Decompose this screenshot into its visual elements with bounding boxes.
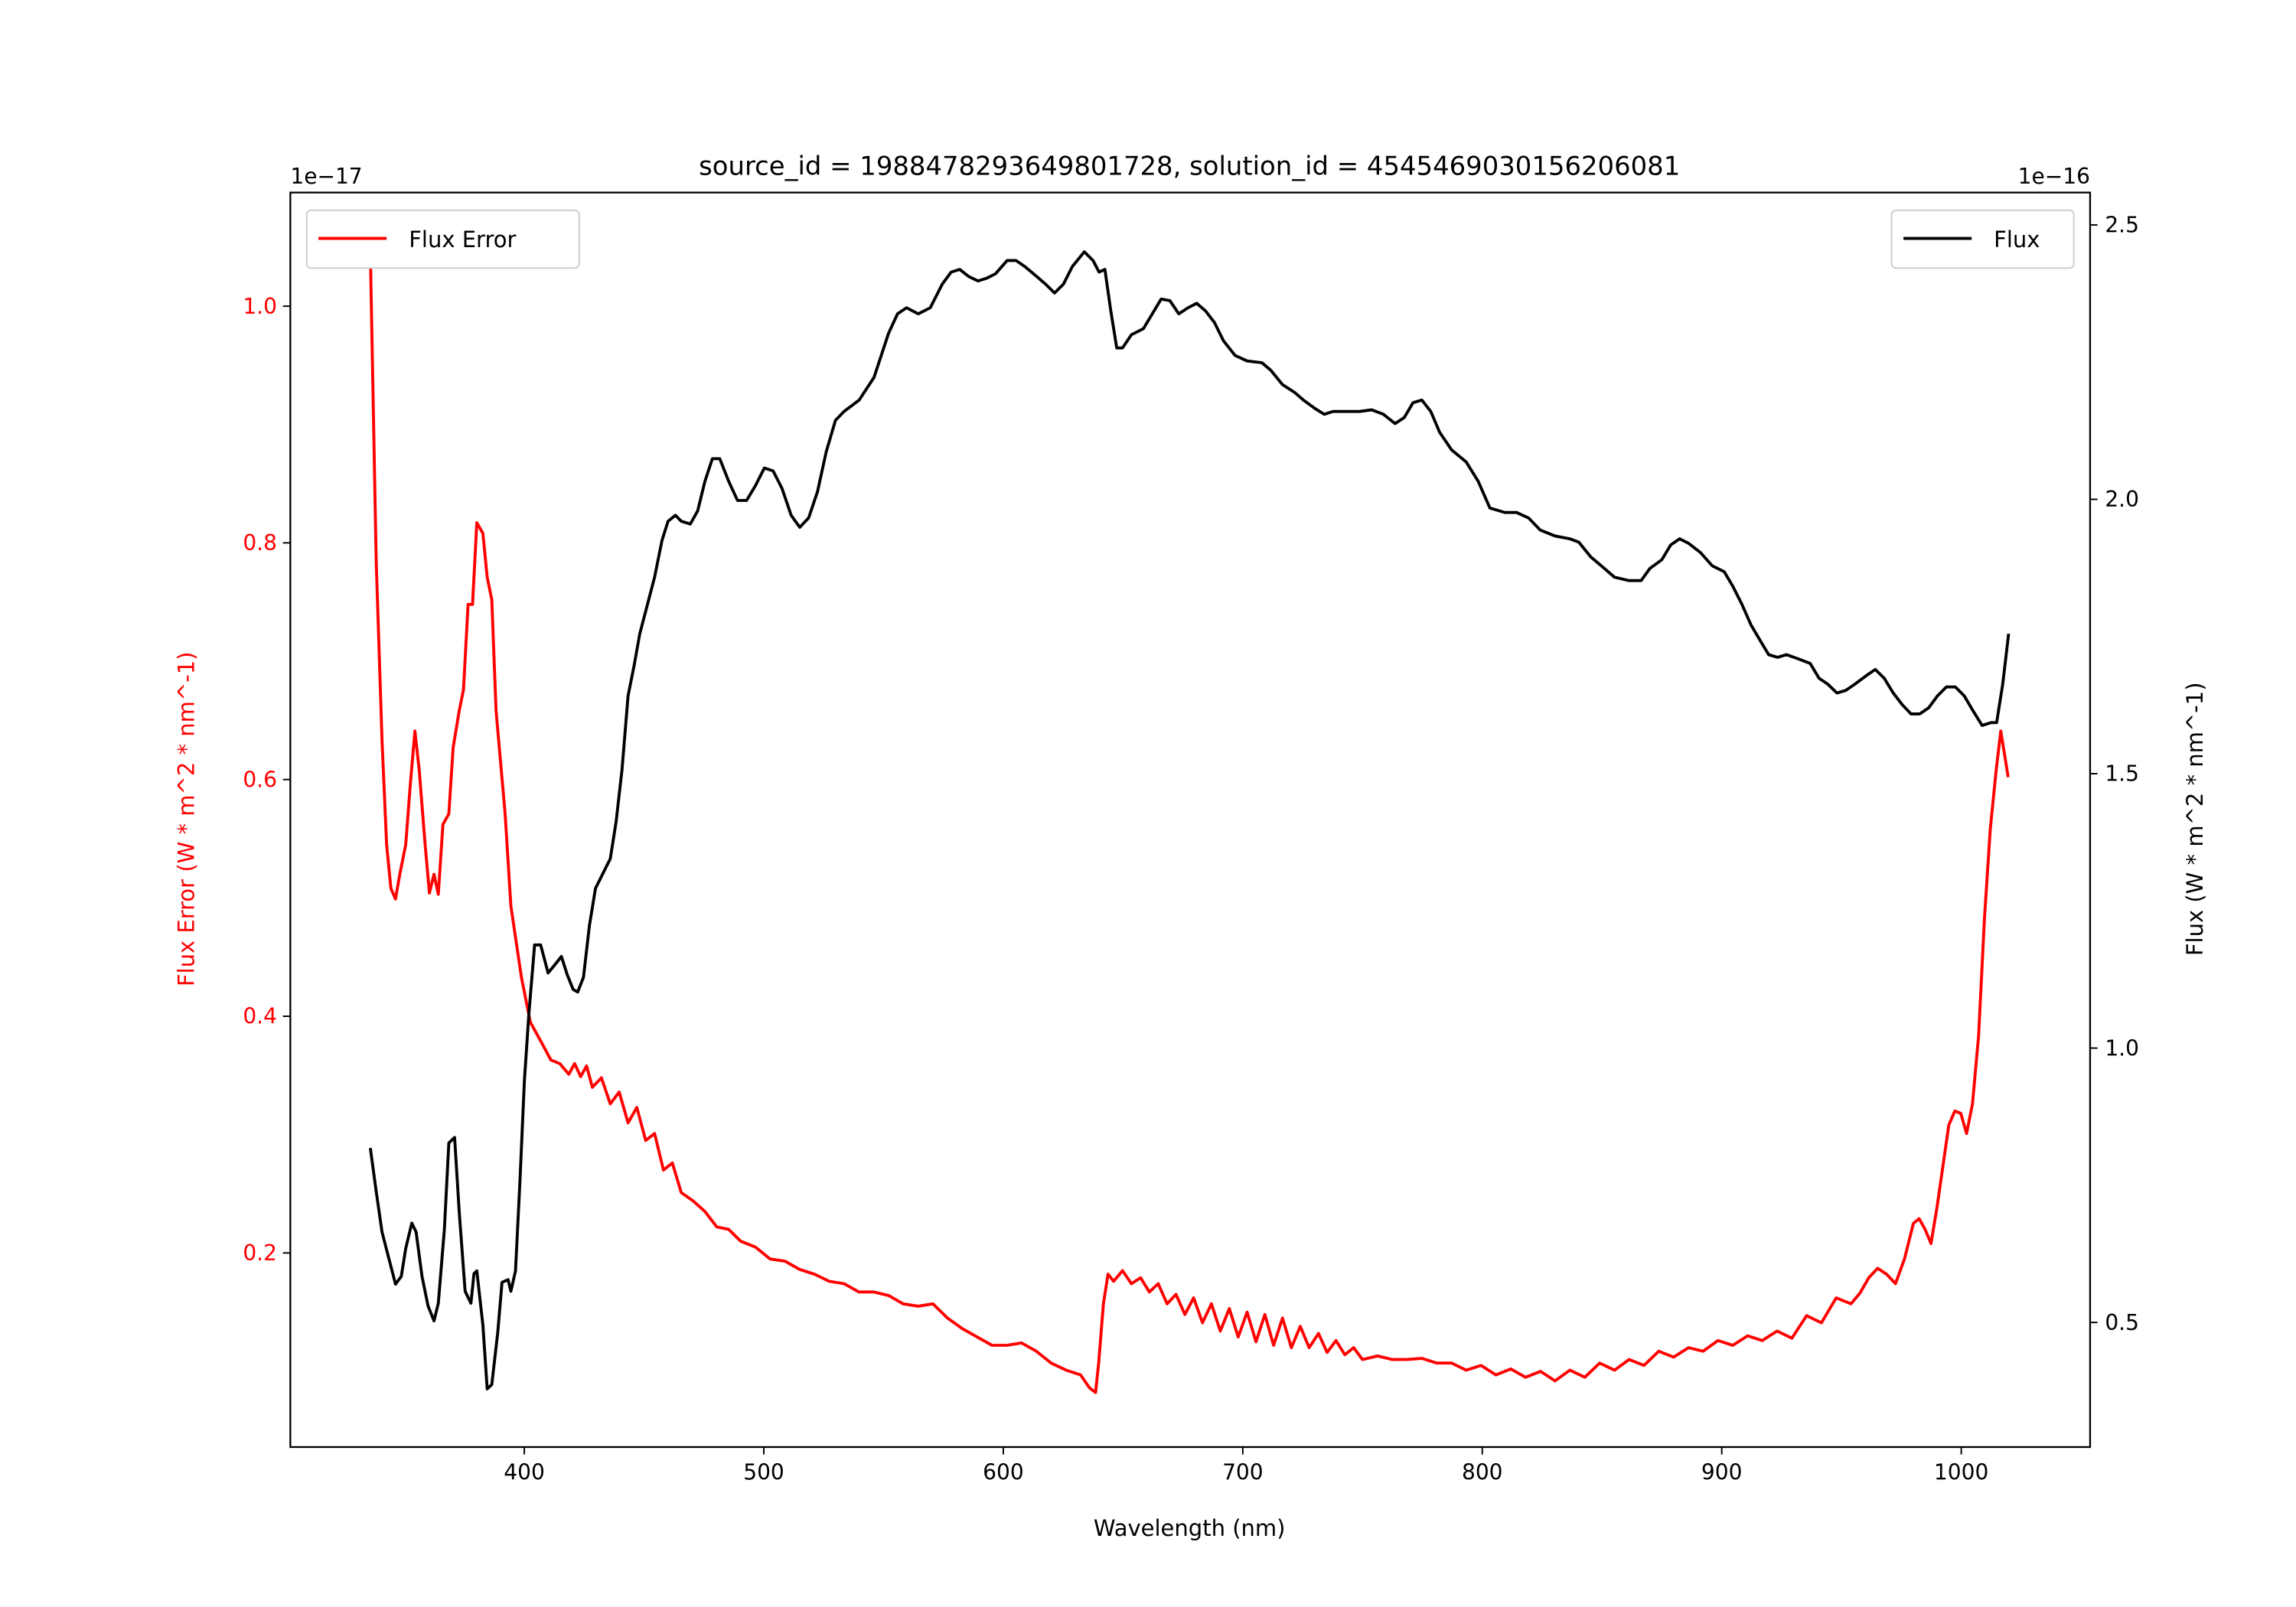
y-right-tick-label: 1.0: [2105, 1035, 2139, 1061]
legend-flux-error-label: Flux Error: [409, 227, 516, 253]
legend-flux-label: Flux: [1994, 227, 2040, 253]
y-axis-right-label: Flux (W * m^2 * nm^-1): [2182, 682, 2208, 956]
plot-frame: [289, 191, 2092, 1449]
y-right-tick-label: 0.5: [2105, 1310, 2139, 1335]
x-tick-label: 500: [743, 1460, 784, 1485]
left-offset-label: 1e−17: [290, 164, 362, 189]
x-tick-label: 600: [983, 1460, 1024, 1485]
y-right-tick-label: 2.5: [2105, 213, 2139, 238]
y-left-tick-label: 0.8: [243, 530, 277, 556]
y-axis-left-label: Flux Error (W * m^2 * nm^-1): [174, 651, 200, 986]
legend-flux: Flux: [1890, 209, 2075, 269]
y-right-tick-label: 2.0: [2105, 487, 2139, 512]
y-right-tick-label: 1.5: [2105, 761, 2139, 787]
x-tick-label: 400: [504, 1460, 545, 1485]
y-left-tick-label: 0.4: [243, 1004, 277, 1029]
axes-ticks: 400 500 600 700 800 900 1000 0.2 0.4 0.6 0.8 1.0 0.5…: [243, 213, 2139, 1485]
x-tick-label: 800: [1462, 1460, 1503, 1485]
flux-error-line: [368, 251, 2010, 1394]
plot-area: [368, 250, 2011, 1394]
right-offset-label: 1e−16: [2018, 164, 2090, 189]
x-axis-label: Wavelength (nm): [1094, 1515, 1286, 1541]
legend-flux-error: Flux Error: [305, 209, 580, 269]
flux-line: [368, 250, 2011, 1390]
y-left-tick-label: 1.0: [243, 294, 277, 319]
y-left-tick-label: 0.2: [243, 1240, 277, 1266]
x-tick-label: 1000: [1934, 1460, 1988, 1485]
y-left-tick-label: 0.6: [243, 767, 277, 792]
x-tick-label: 700: [1222, 1460, 1264, 1485]
x-tick-label: 900: [1701, 1460, 1743, 1485]
chart-title: source_id = 1988478293649801728, solutio…: [699, 151, 1680, 181]
